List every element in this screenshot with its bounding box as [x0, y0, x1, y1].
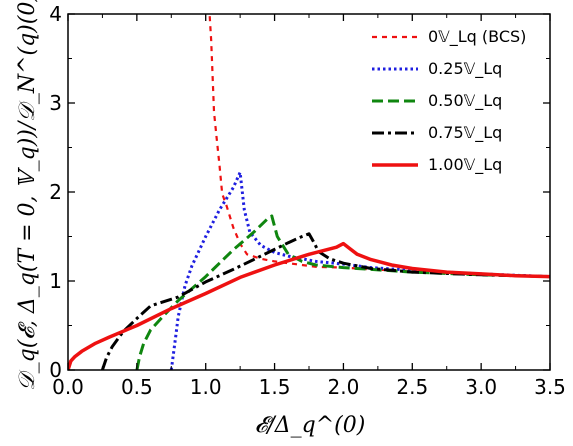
y-tick-label: 3 [49, 91, 62, 115]
legend-label-0: 0𝕍_Lq (BCS) [428, 27, 526, 47]
y-tick-label: 0 [49, 358, 62, 382]
legend-label-4: 1.00𝕍_Lq [428, 155, 502, 175]
series-line-0 [208, 14, 550, 278]
legend-label-1: 0.25𝕍_Lq [428, 59, 502, 79]
x-tick-label: 1.5 [259, 375, 291, 399]
series-layer [68, 14, 550, 370]
ticks-layer: 0.0 0.5 1.0 1.5 2.0 2.5 3.0 3.5 0 1 2 3 4 [49, 2, 566, 399]
x-tick-label: 0.5 [121, 375, 153, 399]
series-line-3 [100, 232, 550, 370]
legend-label-3: 0.75𝕍_Lq [428, 123, 502, 143]
series-line-2 [135, 214, 550, 370]
y-axis-label: 𝒟_q(𝓔, Δ_q(T = 0, 𝕍_q))/𝒟_N^(q)(0) [15, 0, 40, 391]
x-tick-label: 0.0 [52, 375, 84, 399]
y-tick-label: 1 [49, 269, 62, 293]
x-axis-label: 𝓔/Δ_q^(0) [255, 413, 366, 438]
y-tick-label: 2 [49, 180, 62, 204]
x-tick-label: 1.0 [190, 375, 222, 399]
y-tick-label: 4 [49, 2, 62, 26]
x-tick-label: 2.5 [396, 375, 428, 399]
x-tick-label: 3.0 [465, 375, 497, 399]
x-tick-label: 3.5 [534, 375, 566, 399]
legend: 0𝕍_Lq (BCS) 0.25𝕍_Lq 0.50𝕍_Lq 0.75𝕍_Lq 1.00𝕍… [372, 27, 526, 175]
legend-label-2: 0.50𝕍_Lq [428, 91, 502, 111]
series-line-4 [68, 241, 550, 370]
x-tick-label: 2.0 [328, 375, 360, 399]
